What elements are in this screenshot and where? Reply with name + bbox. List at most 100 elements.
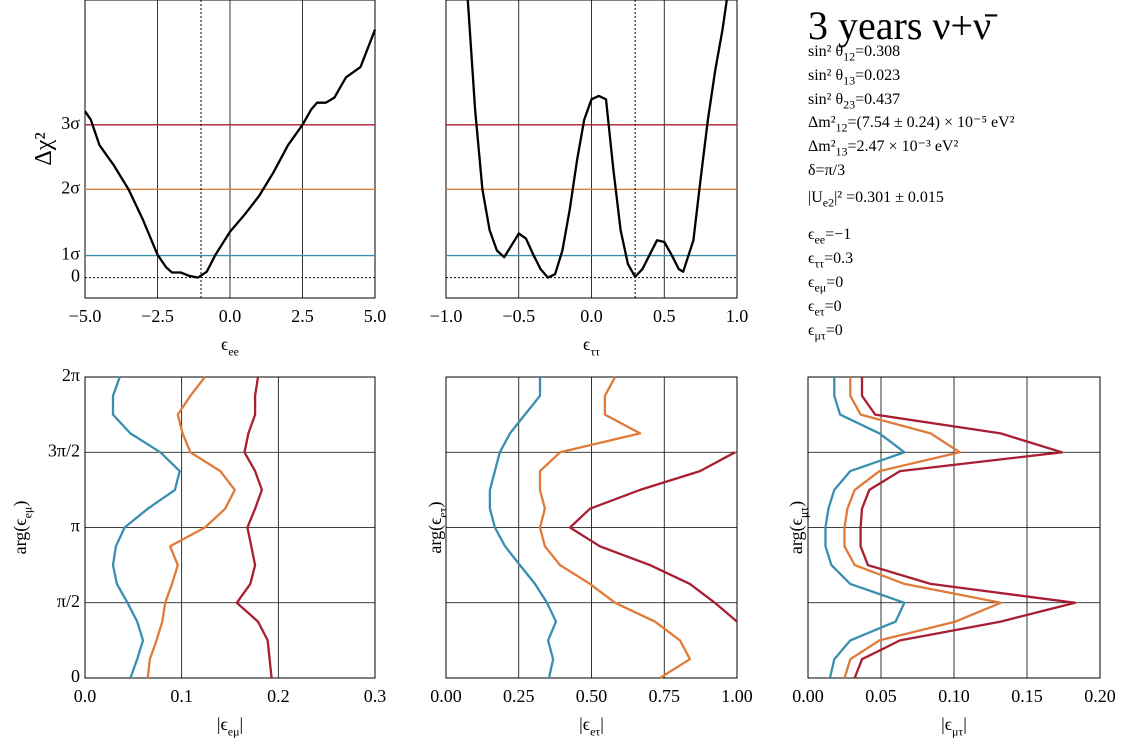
x-axis-label: |ϵμτ| — [941, 714, 967, 738]
label-part: | — [240, 714, 244, 734]
label-part: Δχ² — [31, 132, 57, 165]
x-tick-label: −2.5 — [141, 306, 174, 326]
data-line — [111, 376, 181, 679]
x-tick-label: 5.0 — [364, 306, 387, 326]
x-tick-label: 2.5 — [291, 306, 314, 326]
y-tick-label: 0 — [71, 266, 80, 286]
label-part: ϵ — [808, 274, 815, 291]
subscript: eτ — [814, 304, 824, 318]
subscript: 12 — [843, 49, 855, 63]
label-part: arg(ϵ — [10, 518, 31, 554]
label-part: =0.023 — [855, 67, 900, 84]
data-line — [146, 376, 236, 679]
x-axis-label: ϵee — [221, 334, 239, 358]
label-part: |² =0.301 ± 0.015 — [834, 189, 944, 206]
x-tick-label: 0.05 — [865, 686, 897, 706]
label-part: arg(ϵ — [786, 518, 807, 554]
x-tick-label: 0.10 — [938, 686, 970, 706]
x-tick-label: 0.5 — [653, 306, 676, 326]
label-part: Δm² — [808, 138, 836, 155]
data-line — [235, 376, 273, 679]
data-line — [568, 451, 738, 623]
info-line: ϵeτ=0 — [808, 298, 842, 319]
x-tick-label: 0.20 — [1084, 686, 1116, 706]
subscript: eτ — [590, 724, 600, 738]
subscript: 23 — [843, 97, 855, 111]
x-tick-label: 0.75 — [649, 686, 681, 706]
label-part: ϵ — [221, 334, 228, 354]
label-part: |ϵ — [579, 714, 590, 734]
x-tick-label: 1.0 — [726, 306, 749, 326]
x-tick-label: 0.1 — [170, 686, 193, 706]
data-line — [488, 377, 558, 679]
info-line: ϵττ=0.3 — [808, 250, 853, 271]
y-tick-label: 2σ — [61, 177, 80, 197]
label-part: sin² θ — [808, 43, 843, 60]
x-tick-label: 0.00 — [792, 686, 824, 706]
y-tick-label: 3π/2 — [48, 440, 80, 460]
info-line: sin² θ12=0.308 — [808, 43, 900, 64]
data-line — [853, 377, 1077, 679]
label-part: ) — [425, 501, 446, 507]
subscript: μτ — [814, 328, 825, 342]
label-part: sin² θ — [808, 91, 843, 108]
data-line — [466, 0, 728, 279]
label-part: ϵ — [808, 226, 815, 243]
label-part: =0.3 — [824, 250, 853, 267]
label-part: =0 — [826, 274, 843, 291]
label-part: sin² θ — [808, 67, 843, 84]
x-tick-label: 0.0 — [219, 306, 242, 326]
x-tick-label: 0.3 — [364, 686, 387, 706]
y-tick-label: π/2 — [57, 591, 80, 611]
data-line — [84, 29, 377, 279]
y-tick-label: 0 — [71, 666, 80, 686]
info-line: sin² θ23=0.437 — [808, 91, 900, 112]
label-part: |U — [808, 189, 823, 206]
x-tick-label: −5.0 — [69, 306, 102, 326]
info-line: ϵeμ=0 — [808, 274, 843, 295]
x-tick-label: −0.5 — [502, 306, 535, 326]
y-tick-label: 2π — [62, 365, 80, 385]
y-axis-label: arg(ϵμτ) — [786, 501, 810, 554]
label-part: arg(ϵ — [425, 518, 446, 554]
subscript: 12 — [836, 120, 848, 134]
label-part: |ϵ — [217, 714, 228, 734]
label-part: =−1 — [825, 226, 851, 243]
x-tick-label: 0.0 — [580, 306, 603, 326]
label-part: ϵ — [808, 250, 815, 267]
label-part: =(7.54 ± 0.24) × 10⁻⁵ eV² — [848, 114, 1015, 131]
info-line: Δm²12=(7.54 ± 0.24) × 10⁻⁵ eV² — [808, 114, 1015, 135]
subscript: ee — [814, 232, 825, 246]
subscript: e2 — [823, 195, 834, 209]
label-part: δ=π/3 — [808, 162, 845, 179]
label-part: | — [963, 714, 967, 734]
label-part: | — [600, 714, 604, 734]
label-part: Δm² — [808, 114, 836, 131]
x-axis-label: |ϵeμ| — [217, 714, 243, 738]
label-part: =0 — [826, 322, 843, 339]
info-line: sin² θ13=0.023 — [808, 67, 900, 88]
data-line — [538, 376, 692, 679]
subscript: ττ — [590, 344, 600, 358]
label-part: ϵ — [808, 298, 815, 315]
y-axis-label: arg(ϵeτ) — [425, 501, 449, 553]
info-line: |Ue2|² =0.301 ± 0.015 — [808, 189, 944, 210]
y-tick-label: π — [71, 516, 80, 536]
label-part: =2.47 × 10⁻³ eV² — [848, 138, 959, 155]
subscript: μτ — [952, 724, 963, 738]
subscript: eμ — [20, 507, 34, 519]
label-part: ) — [786, 501, 807, 507]
subscript: eμ — [814, 280, 826, 294]
x-tick-label: 0.2 — [267, 686, 290, 706]
subscript: eμ — [228, 724, 240, 738]
info-line: δ=π/3 — [808, 162, 845, 179]
y-tick-label: 1σ — [61, 244, 80, 264]
label-part: ) — [10, 501, 31, 507]
x-axis-label: ϵττ — [583, 334, 600, 358]
info-line: ϵee=−1 — [808, 226, 851, 247]
y-axis-label: Δχ² — [31, 132, 57, 165]
label-part: |ϵ — [941, 714, 952, 734]
info-title: 3 years ν+ν̄ — [808, 3, 998, 48]
info-line: ϵμτ=0 — [808, 322, 843, 343]
